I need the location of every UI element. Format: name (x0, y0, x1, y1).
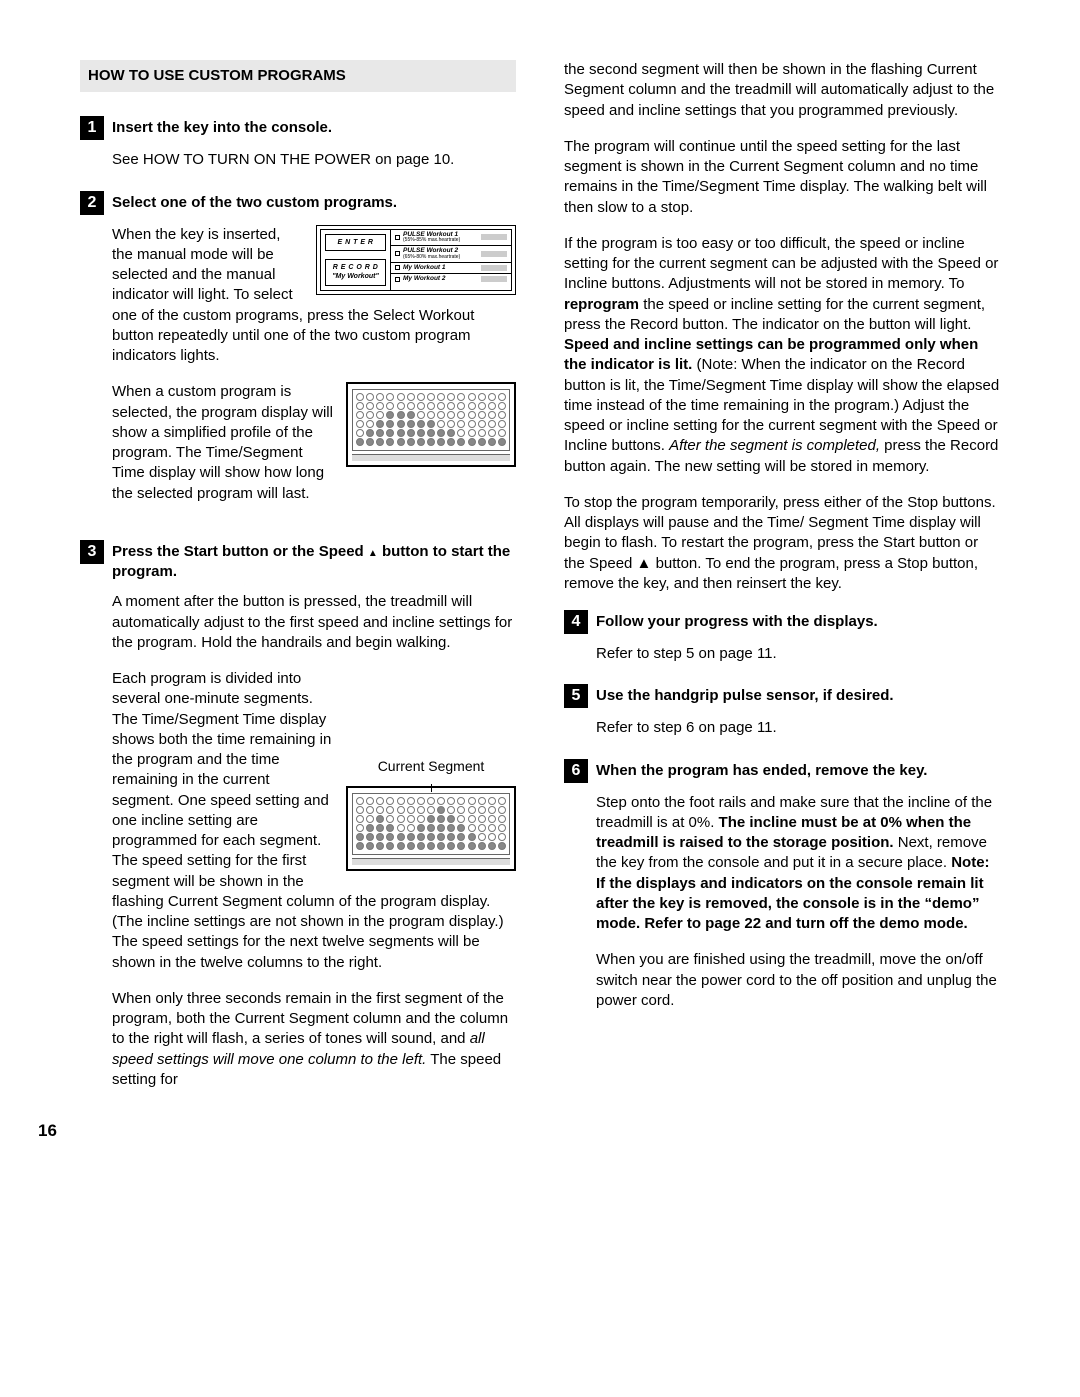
panel-r2s: (65%-80% max.heartrate) (403, 255, 460, 260)
step-6-number: 6 (564, 759, 588, 783)
page-number: 16 (38, 1120, 57, 1143)
col2-p1: the second segment will then be shown in… (564, 60, 1000, 121)
step-3-p1: A moment after the button is pressed, th… (112, 592, 516, 653)
section-header: HOW TO USE CUSTOM PROGRAMS (80, 60, 516, 92)
panel-enter-button: E N T E R (325, 234, 386, 251)
step-4-title: Follow your progress with the displays. (596, 610, 878, 632)
step-1-p1: See HOW TO TURN ON THE POWER on page 10. (112, 150, 516, 170)
step-2: 2 Select one of the two custom programs. (80, 191, 516, 215)
step-2-p1a: When the key is inserted, the manual mod… (112, 226, 293, 304)
panel-r4: My Workout 2 (403, 276, 446, 283)
panel-record-l2: "My Workout" (332, 273, 379, 280)
step-1-number: 1 (80, 116, 104, 140)
step-4-p1: Refer to step 5 on page 11. (596, 644, 1000, 664)
console-panel-illustration: E N T E R R E C O R D "My Workout" PULSE… (316, 225, 516, 295)
current-segment-label: Current Segment (346, 757, 516, 776)
panel-r3: My Workout 1 (403, 265, 446, 272)
col2-p3: If the program is too easy or too diffic… (564, 234, 1000, 477)
step-5-title: Use the handgrip pulse sensor, if desire… (596, 684, 894, 706)
col2-p2: The program will continue until the spee… (564, 137, 1000, 218)
step-5-number: 5 (564, 684, 588, 708)
step-4-number: 4 (564, 610, 588, 634)
step-3-p2b: shown in the twelve columns to the right… (112, 954, 382, 971)
step-3-p3: When only three seconds remain in the fi… (112, 989, 516, 1090)
current-segment-illustration: Current Segment (346, 757, 516, 871)
step-1: 1 Insert the key into the console. (80, 116, 516, 140)
panel-record-button: R E C O R D "My Workout" (325, 259, 386, 286)
step-5-p1: Refer to step 6 on page 11. (596, 718, 1000, 738)
step-6: 6 When the program has ended, remove the… (564, 759, 1000, 783)
step-2-number: 2 (80, 191, 104, 215)
step-6-p1: Step onto the foot rails and make sure t… (596, 793, 1000, 935)
up-triangle-icon: ▲ (368, 548, 378, 559)
step-2-p1b: one of the custom programs, press the Se… (112, 307, 474, 365)
profile-matrix-illustration (346, 382, 516, 467)
step-3-title-a: Press the Start button or the Speed (112, 543, 368, 560)
panel-record-l1: R E C O R D (333, 264, 379, 271)
step-6-p2: When you are finished using the treadmil… (596, 950, 1000, 1011)
panel-r2: PULSE Workout 2 (403, 247, 458, 254)
panel-r1s: (55%-85% max.heartrate) (403, 238, 460, 243)
step-3-p3a: When only three seconds remain in the fi… (112, 990, 508, 1048)
col2-p4: To stop the program temporarily, press e… (564, 493, 1000, 594)
step-3-title: Press the Start button or the Speed ▲ bu… (112, 540, 516, 583)
step-2-title: Select one of the two custom programs. (112, 191, 397, 213)
step-1-title: Insert the key into the console. (112, 116, 332, 138)
step-6-title: When the program has ended, remove the k… (596, 759, 927, 781)
step-3-number: 3 (80, 540, 104, 564)
step-3: 3 Press the Start button or the Speed ▲ … (80, 540, 516, 583)
step-4: 4 Follow your progress with the displays… (564, 610, 1000, 634)
step-5: 5 Use the handgrip pulse sensor, if desi… (564, 684, 1000, 708)
